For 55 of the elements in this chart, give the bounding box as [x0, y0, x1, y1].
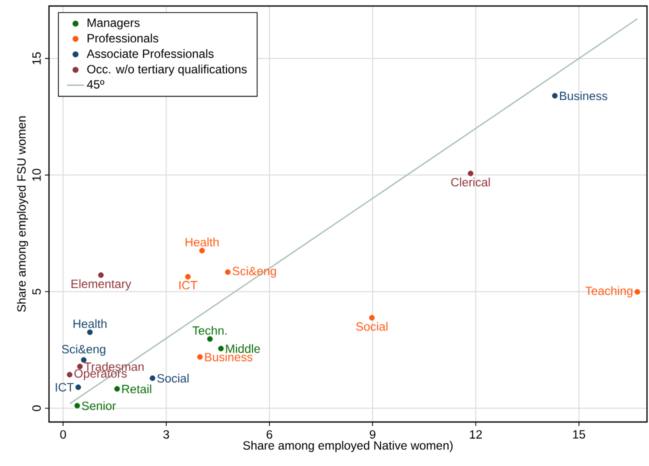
y-axis-title: Share among employed FSU women [16, 116, 28, 312]
x-tick-label: 6 [266, 430, 272, 439]
data-label: Retail [122, 384, 152, 394]
data-label: Sci&eng [232, 266, 276, 278]
data-label: Elementary [72, 279, 132, 290]
x-axis-title: Share among employed Native women) [243, 440, 453, 452]
point [75, 384, 82, 390]
legend-label: 45º [86, 80, 104, 89]
x-tick-label: 0 [60, 430, 66, 439]
data-label: ICT [179, 280, 198, 290]
data-label: Teaching [585, 286, 632, 298]
data-label: Clerical [451, 178, 490, 186]
data-label: Business [560, 91, 608, 100]
legend-label: Associate Professionals [86, 49, 214, 58]
data-label: Health [74, 319, 106, 328]
data-label: Business [205, 352, 252, 362]
y-tick-label: 5 [32, 288, 41, 294]
point [185, 274, 191, 280]
point [74, 402, 80, 408]
legend-label: Managers [88, 18, 140, 30]
point [207, 336, 213, 342]
data-label: Social [356, 322, 388, 331]
data-label: Tradesman [84, 362, 144, 371]
x-tick-label: 9 [370, 430, 376, 439]
point [468, 170, 474, 176]
legend-label: Occ. w/o tertiary qualifications [87, 64, 247, 76]
data-label: Health [186, 238, 219, 246]
data-label: ICT [56, 383, 74, 392]
point [225, 269, 231, 275]
point [77, 364, 83, 370]
point [218, 346, 224, 352]
point [87, 329, 93, 336]
x-tick-label: 3 [163, 430, 170, 439]
point [80, 357, 87, 363]
data-label: Sci&eng [62, 344, 106, 356]
point [150, 375, 156, 381]
x-tick-label: 15 [573, 430, 586, 439]
y-tick-label: 10 [32, 168, 41, 181]
data-label: Middle [226, 344, 260, 353]
point [114, 386, 120, 392]
point [369, 314, 375, 321]
point [197, 354, 203, 360]
point [199, 248, 205, 254]
data-label: Techn. [192, 326, 227, 335]
point [66, 372, 72, 378]
legend-label: Professionals [88, 34, 158, 42]
data-label: Senior [82, 401, 116, 410]
point [634, 289, 640, 295]
data-label: Operators [74, 369, 127, 380]
y-tick-label: 15 [32, 52, 41, 64]
point [98, 272, 104, 278]
point [552, 92, 558, 99]
data-label: Social [157, 374, 189, 383]
y-tick-label: 0 [32, 405, 41, 412]
x-tick-label: 12 [470, 430, 482, 439]
